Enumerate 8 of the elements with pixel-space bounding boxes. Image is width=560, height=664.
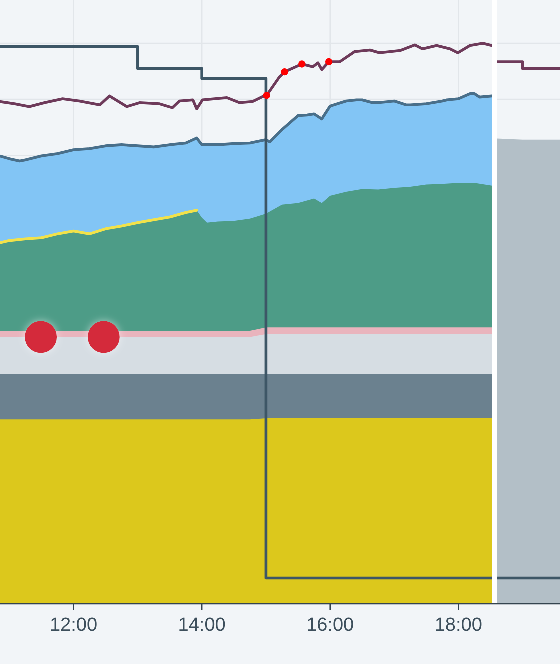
x-tick-label: 18:00 xyxy=(434,615,482,636)
point xyxy=(298,60,306,68)
x-tick-label: 12:00 xyxy=(50,615,98,636)
x-tick-label: 14:00 xyxy=(178,615,226,636)
point xyxy=(263,92,270,100)
point xyxy=(281,68,288,76)
point xyxy=(325,58,333,66)
x-tick-label: 16:00 xyxy=(306,615,354,636)
